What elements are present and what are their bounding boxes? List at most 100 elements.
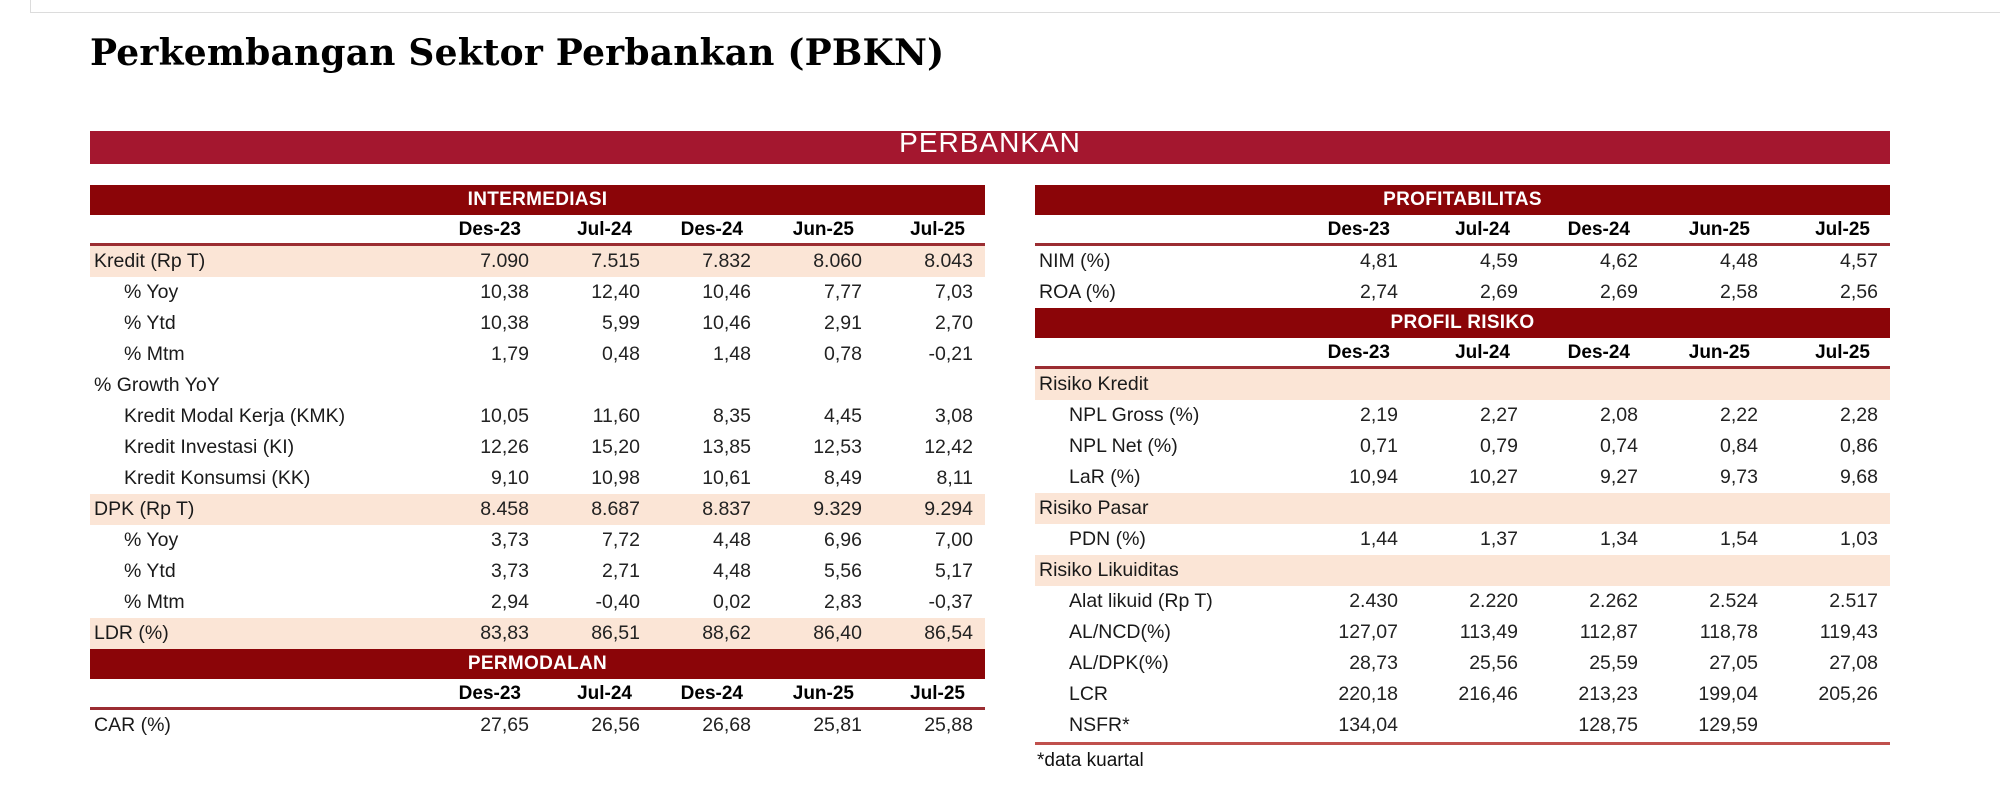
cell-value: 8.060 (813, 250, 862, 272)
cell-value: 9.329 (813, 498, 862, 520)
cell-value: 0,86 (1840, 435, 1878, 457)
cell-value: 2,71 (602, 560, 640, 582)
table-row: Kredit Investasi (KI) 12,26 15,20 13,85 12,5… (90, 432, 985, 463)
cell-value: 9,10 (491, 467, 529, 489)
cell-value: -0,21 (928, 343, 973, 365)
cell-value: 10,61 (702, 467, 751, 489)
cell-value: 88,62 (702, 622, 751, 644)
row-label: LCR (1069, 683, 1109, 705)
row-label: % Ytd (124, 560, 176, 582)
table-row: % Growth YoY (90, 370, 985, 401)
cell-value: 3,08 (935, 405, 973, 427)
cell-value: 0,78 (824, 343, 862, 365)
cell-value: 112,87 (1579, 621, 1638, 643)
row-label: CAR (%) (94, 714, 171, 736)
cell-value: 2,70 (935, 312, 973, 334)
cell-value: 8.043 (924, 250, 973, 272)
cell-value: 199,04 (1698, 683, 1758, 705)
cell-value: 2.220 (1469, 590, 1518, 612)
cell-value: 220,18 (1338, 683, 1398, 705)
cell-value: 1,48 (713, 343, 751, 365)
perbankan-banner: PERBANKAN (90, 127, 1890, 164)
table-row: NIM (%) 4,81 4,59 4,62 4,48 4,57 (1035, 246, 1890, 277)
cell-value: 7.515 (591, 250, 640, 272)
cell-value: 25,56 (1469, 652, 1518, 674)
perbankan-banner-label: PERBANKAN (899, 127, 1081, 158)
table-row: AL/NCD(%) 127,07 113,49 112,87 118,78 119,43 (1035, 617, 1890, 648)
cell-value: 113,49 (1459, 621, 1518, 643)
section-row: Risiko Pasar (1035, 493, 1890, 524)
page-title: Perkembangan Sektor Perbankan (PBKN) (90, 32, 945, 74)
cell-value: 12,26 (480, 436, 529, 458)
cell-value: 15,20 (591, 436, 640, 458)
cell-value: 10,46 (702, 281, 751, 303)
cell-value: 2,27 (1480, 404, 1518, 426)
top-border-tick (30, 0, 31, 12)
cell-value: 1,44 (1360, 528, 1398, 550)
table-row: % Yoy 3,73 7,72 4,48 6,96 7,00 (90, 525, 985, 556)
column-header: Jul-24 (577, 683, 632, 704)
table-row: Kredit Konsumsi (KK) 9,10 10,98 10,61 8,49 8,… (90, 463, 985, 494)
cell-value: 12,53 (813, 436, 862, 458)
row-label: Kredit Investasi (KI) (124, 436, 295, 458)
cell-value: 25,88 (924, 714, 973, 736)
row-label: LaR (%) (1069, 466, 1141, 488)
cell-value: 119,43 (1819, 621, 1878, 643)
cell-value: 9,73 (1720, 466, 1758, 488)
row-label: % Yoy (124, 281, 179, 303)
row-label: Risiko Kredit (1039, 373, 1149, 395)
cell-value: 12,40 (591, 281, 640, 303)
cell-value: 7,72 (602, 529, 640, 551)
cell-value: 8,11 (936, 467, 973, 489)
row-label: ROA (%) (1039, 281, 1116, 303)
table-bottom-rule (1035, 742, 1890, 745)
cell-value: 13,85 (702, 436, 751, 458)
cell-value: 4,59 (1480, 250, 1518, 272)
column-header: Des-23 (1327, 342, 1390, 363)
cell-value: 10,38 (480, 312, 529, 334)
cell-value: 25,59 (1589, 652, 1638, 674)
column-header: Jul-25 (1815, 342, 1870, 363)
cell-value: 3,73 (491, 560, 529, 582)
cell-value: 2.262 (1589, 590, 1638, 612)
cell-value: 2,91 (824, 312, 862, 334)
row-label: AL/DPK(%) (1069, 652, 1169, 674)
cell-value: 2,22 (1720, 404, 1758, 426)
cell-value: 2,69 (1480, 281, 1518, 303)
section-row: Risiko Kredit (1035, 369, 1890, 400)
table-row: % Mtm 1,79 0,48 1,48 0,78 -0,21 (90, 339, 985, 370)
table-row: % Ytd 3,73 2,71 4,48 5,56 5,17 (90, 556, 985, 587)
column-header-row: Des-23 Jul-24 Des-24 Jun-25 Jul-25 (1035, 215, 1890, 246)
column-header: Des-23 (1327, 219, 1390, 240)
section-header: PROFITABILITAS (1035, 185, 1890, 215)
cell-value: 27,65 (480, 714, 529, 736)
row-label: NSFR* (1069, 714, 1130, 736)
cell-value: 5,56 (824, 560, 862, 582)
cell-value: 216,46 (1458, 683, 1518, 705)
row-label: Risiko Pasar (1039, 497, 1149, 519)
section-title: INTERMEDIASI (467, 189, 608, 210)
row-label: PDN (%) (1069, 528, 1146, 550)
column-header: Des-24 (1567, 342, 1630, 363)
table-row: LCR 220,18 216,46 213,23 199,04 205,26 (1035, 679, 1890, 710)
cell-value: 0,79 (1480, 435, 1518, 457)
cell-value: 8.687 (591, 498, 640, 520)
row-label: Kredit Konsumsi (KK) (124, 467, 311, 489)
cell-value: 2,58 (1720, 281, 1758, 303)
cell-value: 28,73 (1349, 652, 1398, 674)
table-row: LDR (%) 83,83 86,51 88,62 86,40 86,54 (90, 618, 985, 649)
row-label: % Mtm (124, 343, 185, 365)
cell-value: 2,19 (1360, 404, 1398, 426)
cell-value: 83,83 (480, 622, 529, 644)
row-label: DPK (Rp T) (94, 498, 195, 520)
permodalan-table: PERMODALAN Des-23 Jul-24 Des-24 Jun-25 Jul-25… (90, 649, 985, 741)
cell-value: 86,40 (813, 622, 862, 644)
cell-value: 25,81 (813, 714, 862, 736)
section-title: PROFIL RISIKO (1390, 312, 1535, 333)
cell-value: 8,49 (824, 467, 862, 489)
column-header: Jul-25 (910, 219, 965, 240)
cell-value: 4,48 (713, 560, 751, 582)
cell-value: 1,03 (1840, 528, 1878, 550)
cell-value: 2,83 (824, 591, 862, 613)
